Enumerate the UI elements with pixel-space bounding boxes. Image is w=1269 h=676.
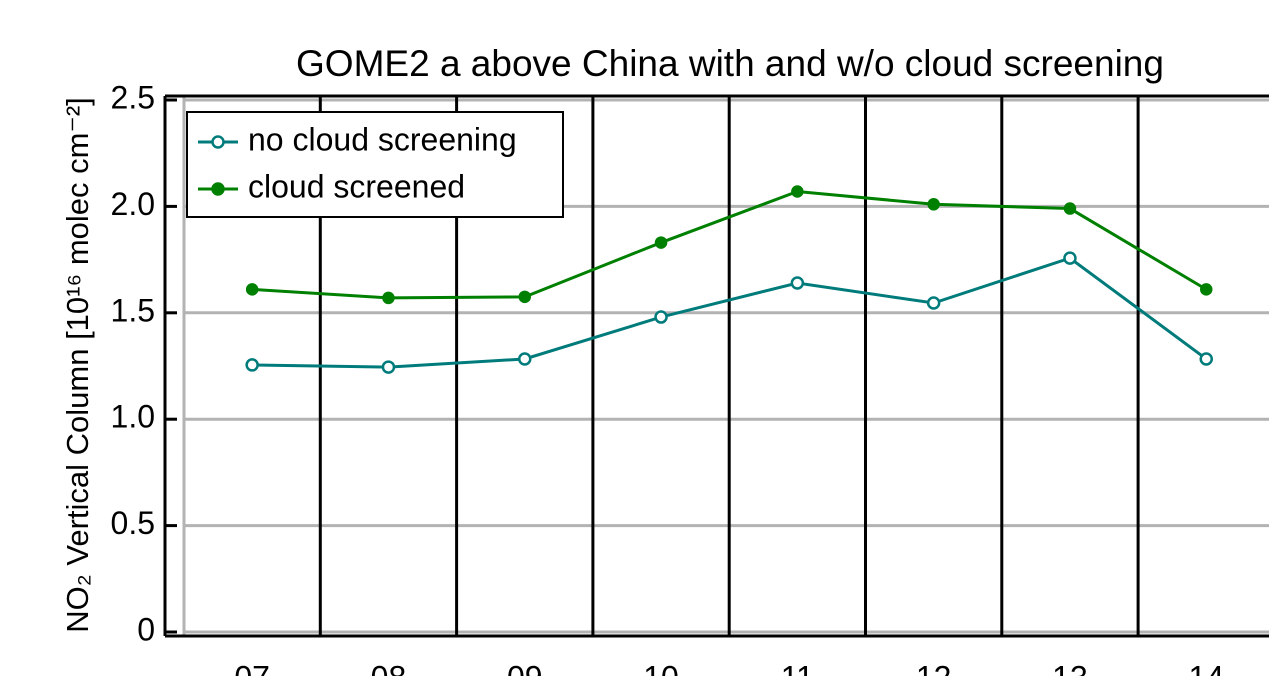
x-tick-label: 08: [371, 659, 407, 676]
point: [654, 310, 668, 324]
point: [381, 360, 396, 374]
point: [926, 296, 941, 310]
y-axis-label: NO₂ Vertical Column [10¹⁶ molec cm⁻²]: [60, 97, 95, 633]
legend-label: cloud screened: [248, 168, 465, 204]
x-tick-label: 11: [781, 659, 814, 676]
legend-box: [186, 111, 564, 218]
x-tick-label: 14: [1188, 659, 1224, 676]
point: [1199, 352, 1213, 366]
x-tick-label: 10: [643, 659, 679, 676]
x-tick-label: 09: [507, 659, 543, 676]
point: [654, 236, 668, 249]
series-line: [252, 189, 1208, 300]
point: [790, 276, 805, 290]
y-tick-label: 1.0: [111, 399, 155, 435]
x-tick-label: 13: [1052, 659, 1088, 676]
legend-label: no cloud screening: [248, 121, 517, 157]
point: [245, 283, 259, 296]
y-tick-label: 2.5: [111, 79, 155, 115]
point: [518, 352, 532, 366]
y-tick-label: 2.0: [111, 186, 155, 222]
point: [927, 198, 940, 211]
point: [791, 185, 804, 198]
point: [1063, 251, 1077, 265]
point: [1200, 283, 1213, 296]
y-tick-label: 1.5: [111, 292, 155, 328]
y-tick-label: 0: [137, 611, 155, 647]
point: [382, 291, 395, 305]
y-tick-label: 0.5: [111, 505, 155, 541]
point: [1063, 202, 1077, 215]
point: [518, 290, 531, 304]
legend-marker: [211, 182, 225, 196]
series-line: [252, 256, 1208, 369]
chart-title: GOME2 a above China with and w/o cloud s…: [296, 43, 1164, 84]
x-tick-label: 07: [234, 659, 270, 676]
legend-marker: [211, 135, 225, 149]
point: [245, 358, 259, 372]
x-tick-label: 12: [916, 659, 952, 676]
